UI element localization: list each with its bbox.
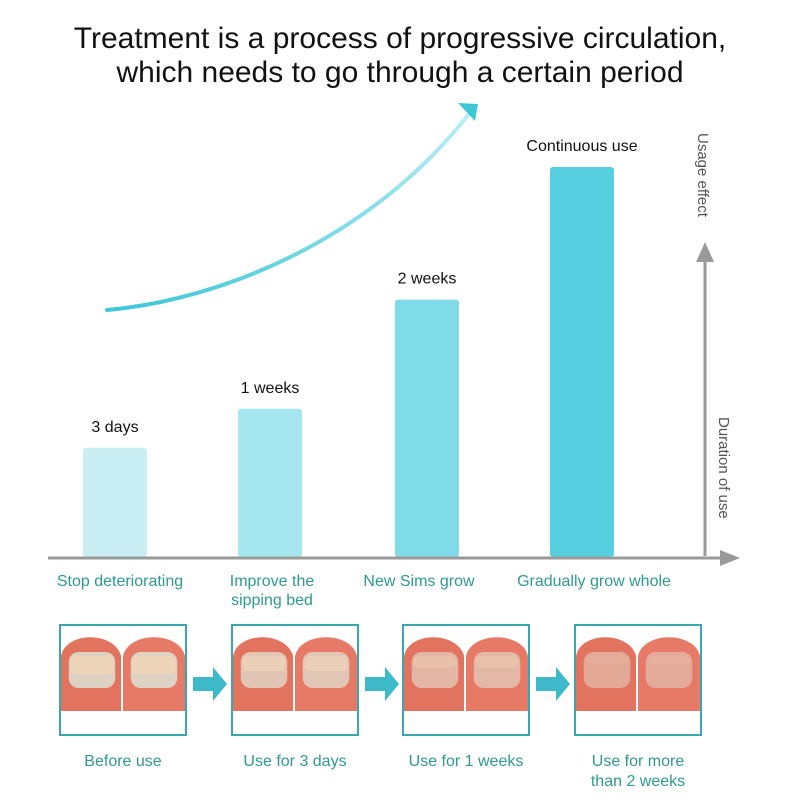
nail-photo-frame-1 [59, 624, 187, 736]
x-axis-label: Duration of use [715, 417, 732, 519]
nail-photo [233, 626, 357, 711]
y-axis-arrowhead-icon [696, 242, 714, 262]
step-label-3: Use for 1 weeks [408, 753, 524, 770]
trend-arrowhead-icon [458, 103, 478, 121]
category-label-2: Improve the sipping bed [229, 573, 315, 609]
nail-photo [576, 626, 700, 711]
category-label-1: Stop deteriorating [56, 573, 184, 590]
bar-label-3: 2 weeks [398, 271, 457, 288]
y-axis-label: Usage effect [694, 133, 711, 218]
bar-3 [395, 299, 459, 557]
nail-photo-frame-3 [402, 624, 530, 736]
bar-2 [238, 408, 302, 557]
title-line-2: which needs to go through a certain peri… [116, 56, 684, 89]
step-label-4: Use for more than 2 weeks [590, 753, 686, 790]
bar-1 [83, 447, 147, 557]
step-arrow-icon [365, 667, 399, 701]
step-label-2: Use for 3 days [243, 753, 347, 770]
nail-photo [61, 626, 185, 711]
bar-label-1: 3 days [91, 419, 138, 436]
step-arrow-icon [536, 667, 570, 701]
step-label-1: Before use [84, 753, 162, 770]
trend-curve [105, 113, 470, 312]
category-label-4: Gradually grow whole [517, 573, 671, 590]
chart: 3 days 1 weeks 2 weeks Continuous use Usage… [48, 103, 740, 566]
title-line-1: Treatment is a process of progressive ci… [73, 22, 727, 55]
nail-photo-frame-4 [574, 624, 702, 736]
step-arrow-icon [193, 667, 227, 701]
bar-4 [550, 167, 614, 557]
x-axis-arrowhead-icon [720, 550, 740, 566]
bar-label-2: 1 weeks [241, 380, 300, 397]
category-label-3: New Sims grow [363, 573, 475, 590]
nail-photo [404, 626, 528, 711]
nail-photo-frame-2 [231, 624, 359, 736]
bar-label-4: Continuous use [526, 138, 637, 155]
